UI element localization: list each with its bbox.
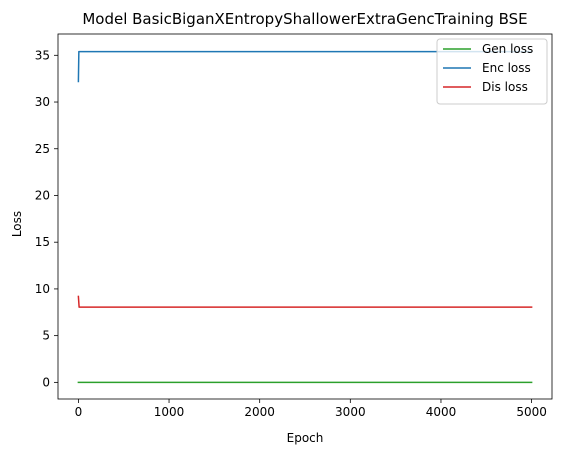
x-tick-label-4: 4000 [426,405,457,419]
y-tick-label-3: 15 [35,235,50,249]
chart-title: Model BasicBiganXEntropyShallowerExtraGe… [82,10,527,28]
y-axis: 0 5 10 15 20 25 30 35 [35,48,58,389]
series-line-1 [77,50,533,83]
y-tick-label-5: 25 [35,142,50,156]
x-tick-label-2: 2000 [244,405,275,419]
plot-frame [57,33,553,400]
y-tick-label-2: 10 [35,282,50,296]
x-tick-label-0: 0 [75,405,83,419]
series-line-2 [77,295,533,308]
x-tick-label-5: 5000 [516,405,547,419]
legend-label-2: Dis loss [482,80,528,94]
x-axis-label: Epoch [287,431,324,445]
legend-label-0: Gen loss [482,42,533,56]
legend: Gen loss Enc loss Dis loss [436,38,548,105]
y-tick-label-6: 30 [35,95,50,109]
x-tick-label-1: 1000 [154,405,185,419]
x-tick-label-3: 3000 [335,405,366,419]
legend-label-1: Enc loss [482,61,531,75]
y-axis-label: Loss [10,211,24,237]
y-tick-label-7: 35 [35,48,50,62]
y-tick-label-4: 20 [35,188,50,202]
y-tick-label-0: 0 [42,375,50,389]
y-tick-label-1: 5 [42,329,50,343]
series-lines [77,50,533,384]
x-axis: 0 1000 2000 3000 4000 5000 [75,399,547,419]
